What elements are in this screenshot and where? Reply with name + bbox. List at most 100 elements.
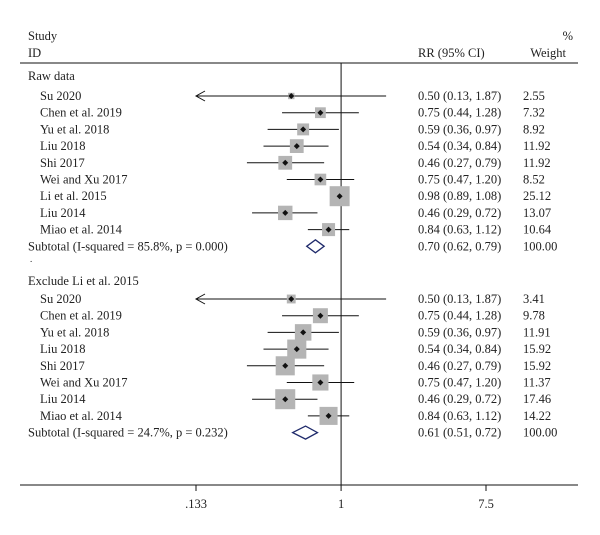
study-row: Chen et al. 2019 0.75 (0.44, 1.28) 7.32 (40, 106, 545, 120)
study-name: Wei and Xu 2017 (40, 173, 128, 187)
study-row: Su 2020 0.50 (0.13, 1.87) 2.55 (40, 89, 545, 103)
group-label-raw-data: Raw data (28, 69, 75, 83)
header-id: ID (28, 46, 41, 60)
rr-ci-value: 0.46 (0.29, 0.72) (418, 392, 501, 406)
weight-value: 13.07 (523, 206, 551, 220)
point-estimate (336, 193, 343, 200)
weight-value: 15.92 (523, 359, 551, 373)
point-estimate (288, 296, 295, 302)
subtotal-label: Subtotal (I-squared = 24.7%, p = 0.232) (28, 426, 228, 440)
rr-ci-value: 0.84 (0.63, 1.12) (418, 223, 501, 237)
rr-ci-value: 0.75 (0.47, 1.20) (418, 173, 501, 187)
rr-ci-value: 0.50 (0.13, 1.87) (418, 89, 501, 103)
weight-value: 17.46 (523, 392, 551, 406)
ci-arrow-left (194, 90, 206, 102)
weight-value: 3.41 (523, 292, 545, 306)
x-tick-label: 7.5 (478, 497, 494, 511)
study-name: Liu 2018 (40, 139, 85, 153)
weight-value: 9.78 (523, 309, 545, 323)
weight-value: 11.37 (523, 376, 551, 390)
pooled-diamond (305, 238, 326, 254)
subtotal-weight: 100.00 (523, 239, 557, 253)
study-row: Chen et al. 2019 0.75 (0.44, 1.28) 9.78 (40, 308, 545, 324)
point-estimate (317, 176, 324, 183)
study-row: Yu et al. 2018 0.59 (0.36, 0.97) 8.92 (40, 122, 545, 136)
study-row: Miao et al. 2014 0.84 (0.63, 1.12) 14.22 (40, 406, 551, 425)
rr-ci-value: 0.98 (0.89, 1.08) (418, 189, 501, 203)
rr-ci-value: 0.54 (0.34, 0.84) (418, 342, 501, 356)
ci-arrow-left (194, 293, 206, 305)
weight-value: 7.32 (523, 106, 545, 120)
study-row: Liu 2014 0.46 (0.29, 0.72) 17.46 (40, 389, 551, 410)
point-estimate (282, 362, 289, 369)
study-name: Li et al. 2015 (40, 189, 107, 203)
point-estimate (300, 126, 307, 133)
study-name: Miao et al. 2014 (40, 409, 123, 423)
weight-value: 15.92 (523, 342, 551, 356)
study-row: Miao et al. 2014 0.84 (0.63, 1.12) 10.64 (40, 223, 552, 237)
subtotal-label: Subtotal (I-squared = 85.8%, p = 0.000) (28, 239, 228, 253)
separator-dot: . (30, 254, 32, 264)
pooled-diamond (291, 425, 319, 440)
study-name: Chen et al. 2019 (40, 309, 122, 323)
study-name: Chen et al. 2019 (40, 106, 122, 120)
rr-ci-value: 0.54 (0.34, 0.84) (418, 139, 501, 153)
header-weight: Weight (530, 46, 566, 60)
point-estimate (325, 412, 332, 419)
group-raw-data: Su 2020 0.50 (0.13, 1.87) 2.55 Chen et al. … (28, 89, 557, 254)
study-row: Wei and Xu 2017 0.75 (0.47, 1.20) 11.37 (40, 374, 551, 391)
point-estimate (300, 329, 307, 336)
rr-ci-value: 0.75 (0.44, 1.28) (418, 106, 501, 120)
point-estimate (293, 143, 300, 150)
study-row: Liu 2018 0.54 (0.34, 0.84) 11.92 (40, 139, 551, 153)
study-row: Su 2020 0.50 (0.13, 1.87) 3.41 (40, 292, 545, 306)
weight-value: 8.52 (523, 173, 545, 187)
weight-value: 11.92 (523, 156, 551, 170)
header-study: Study (28, 29, 58, 43)
weight-value: 11.92 (523, 139, 551, 153)
group-label-exclude-li: Exclude Li et al. 2015 (28, 274, 139, 288)
subtotal-row: Subtotal (I-squared = 85.8%, p = 0.000) 0… (28, 238, 557, 254)
rr-ci-value: 0.46 (0.27, 0.79) (418, 156, 501, 170)
study-row: Li et al. 2015 0.98 (0.89, 1.08) 25.12 (40, 186, 551, 207)
study-name: Liu 2018 (40, 342, 85, 356)
study-name: Su 2020 (40, 292, 81, 306)
rr-ci-value: 0.75 (0.47, 1.20) (418, 376, 501, 390)
rr-ci-value: 0.59 (0.36, 0.97) (418, 122, 501, 136)
x-tick-label: .133 (185, 497, 207, 511)
study-row: Wei and Xu 2017 0.75 (0.47, 1.20) 8.52 (40, 173, 545, 187)
study-name: Liu 2014 (40, 206, 86, 220)
study-row: Liu 2014 0.46 (0.29, 0.72) 13.07 (40, 205, 551, 221)
point-estimate (317, 379, 324, 386)
point-estimate (282, 209, 289, 216)
point-estimate (317, 312, 324, 319)
study-name: Shi 2017 (40, 359, 85, 373)
weight-value: 10.64 (523, 223, 552, 237)
point-estimate (282, 159, 289, 166)
point-estimate (325, 226, 332, 233)
weight-value: 8.92 (523, 122, 545, 136)
subtotal-row: Subtotal (I-squared = 24.7%, p = 0.232) 0… (28, 425, 557, 440)
subtotal-weight: 100.00 (523, 426, 557, 440)
subtotal-rr-ci: 0.70 (0.62, 0.79) (418, 239, 501, 253)
study-name: Miao et al. 2014 (40, 223, 123, 237)
study-row: Yu et al. 2018 0.59 (0.36, 0.97) 11.91 (40, 324, 551, 341)
header-rr-ci: RR (95% CI) (418, 46, 485, 60)
weight-value: 2.55 (523, 89, 545, 103)
point-estimate (288, 93, 295, 99)
study-row: Shi 2017 0.46 (0.27, 0.79) 11.92 (40, 156, 551, 170)
study-name: Wei and Xu 2017 (40, 376, 128, 390)
study-name: Yu et al. 2018 (40, 325, 109, 339)
weight-value: 25.12 (523, 189, 551, 203)
rr-ci-value: 0.46 (0.27, 0.79) (418, 359, 501, 373)
study-row: Liu 2018 0.54 (0.34, 0.84) 15.92 (40, 339, 551, 359)
study-name: Shi 2017 (40, 156, 85, 170)
study-row: Shi 2017 0.46 (0.27, 0.79) 15.92 (40, 356, 551, 376)
study-name: Liu 2014 (40, 392, 86, 406)
rr-ci-value: 0.75 (0.44, 1.28) (418, 309, 501, 323)
group-exclude-li: Su 2020 0.50 (0.13, 1.87) 3.41 Chen et al. … (28, 292, 557, 440)
study-name: Yu et al. 2018 (40, 122, 109, 136)
x-axis-ticks: .133 1 7.5 (185, 485, 494, 511)
subtotal-rr-ci: 0.61 (0.51, 0.72) (418, 426, 501, 440)
